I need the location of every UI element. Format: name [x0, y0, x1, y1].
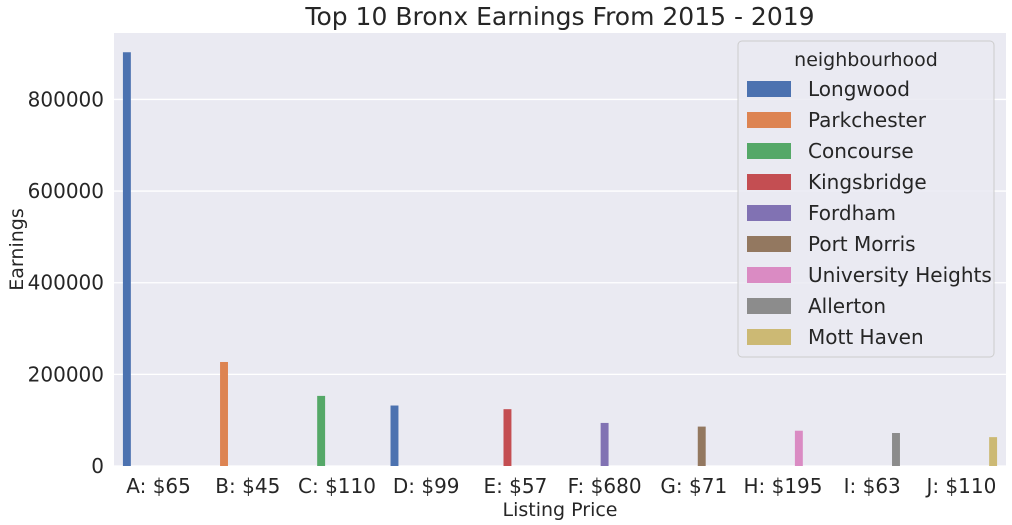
x-tick-label: E: $57 [483, 474, 547, 498]
x-tick-label: B: $45 [215, 474, 280, 498]
legend-item-label: Fordham [808, 201, 896, 225]
legend-item-label: Port Morris [808, 232, 916, 256]
y-tick-label: 600000 [28, 179, 104, 203]
bar [503, 409, 512, 466]
legend-item-label: Mott Haven [808, 325, 924, 349]
x-axis-label: Listing Price [503, 499, 618, 521]
bar [794, 430, 803, 466]
legend-item-label: Allerton [808, 294, 886, 318]
x-tick-label: H: $195 [743, 474, 822, 498]
legend-item-label: Parkchester [808, 108, 927, 132]
legend-swatch [747, 236, 791, 252]
legend-swatch [747, 205, 791, 221]
legend-swatch [747, 298, 791, 314]
x-tick-label: G: $71 [660, 474, 727, 498]
legend-swatch [747, 143, 791, 159]
x-tick-label: I: $63 [844, 474, 901, 498]
y-tick-label: 200000 [28, 362, 104, 386]
x-tick-label: J: $110 [924, 474, 996, 498]
legend-swatch [747, 174, 791, 190]
bar [600, 422, 609, 466]
y-tick-label: 400000 [28, 271, 104, 295]
legend-item-label: Kingsbridge [808, 170, 927, 194]
bar [697, 426, 706, 466]
x-tick-label: D: $99 [393, 474, 460, 498]
legend-title: neighbourhood [794, 49, 938, 71]
legend-item-label: Concourse [808, 139, 914, 163]
y-tick-label: 0 [91, 454, 104, 478]
legend-item-label: Longwood [808, 77, 910, 101]
bar [220, 361, 228, 466]
y-tick-label: 800000 [28, 87, 104, 111]
legend-item-label: University Heights [808, 263, 992, 287]
x-axis-ticks: A: $65 B: $45 C: $110 D: $99 E: $57 F: $680 G:… [126, 474, 996, 498]
x-tick-label: F: $680 [568, 474, 642, 498]
chart-title: Top 10 Bronx Earnings From 2015 - 2019 [304, 2, 814, 31]
legend-swatch [747, 329, 791, 345]
x-tick-label: C: $110 [298, 474, 376, 498]
x-tick-label: A: $65 [126, 474, 191, 498]
y-axis-ticks: 0 200000 400000 600000 800000 [28, 87, 104, 478]
legend-swatch [747, 112, 791, 128]
legend-swatch [747, 81, 791, 97]
y-axis-label: Earnings [6, 208, 28, 290]
bar [892, 433, 900, 466]
legend-swatch [747, 267, 791, 283]
legend-box [737, 40, 995, 358]
bar [317, 395, 326, 466]
bar [122, 52, 131, 466]
bar [989, 437, 998, 466]
bars [122, 52, 998, 466]
bar [390, 405, 399, 466]
legend: neighbourhood Longwood Parkchester Concour… [737, 40, 995, 358]
